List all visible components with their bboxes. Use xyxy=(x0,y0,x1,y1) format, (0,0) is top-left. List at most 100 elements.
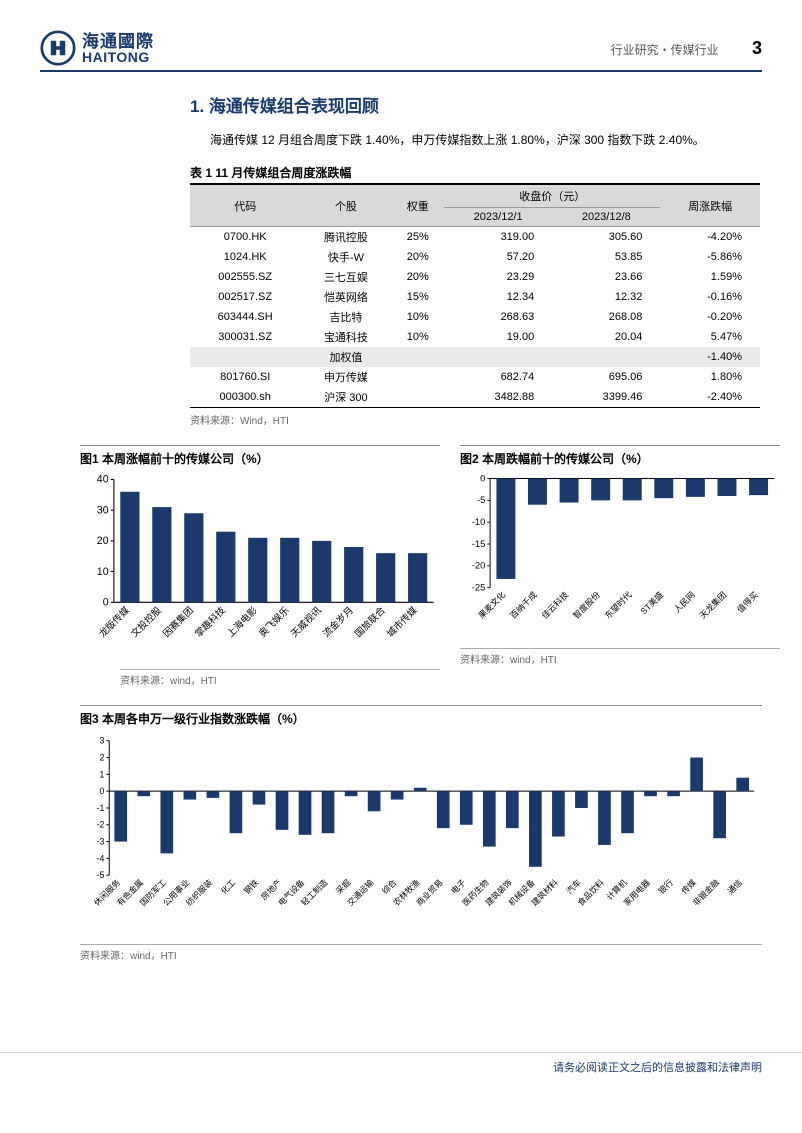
cell: 20% xyxy=(391,267,444,287)
cell: -0.20% xyxy=(660,307,760,327)
svg-text:-10: -10 xyxy=(472,516,486,527)
footer-disclaimer: 请务必阅读正文之后的信息披露和法律声明 xyxy=(0,1052,802,1091)
page-header: 海通國際 HAITONG 行业研究・传媒行业 3 xyxy=(40,30,762,72)
svg-text:传媒: 传媒 xyxy=(679,877,698,896)
chart3-svg: -5-4-3-2-10123休闲服务有色金属国防军工公用事业纺织服装化工钢铁房地… xyxy=(80,731,762,936)
logo-text-cn: 海通國際 xyxy=(82,33,154,50)
cell: 10% xyxy=(391,307,444,327)
table-row: 002555.SZ三七互娱20%23.2923.661.59% xyxy=(190,267,760,287)
svg-text:果麦文化: 果麦文化 xyxy=(476,589,507,620)
logo-text-en: HAITONG xyxy=(82,50,154,64)
cell: 23.66 xyxy=(552,267,660,287)
svg-text:轻工制造: 轻工制造 xyxy=(299,877,330,908)
cell: 1024.HK xyxy=(190,247,300,267)
cell: 319.00 xyxy=(444,227,552,248)
cell: 19.00 xyxy=(444,327,552,347)
svg-text:东望时代: 东望时代 xyxy=(603,589,634,620)
svg-text:0: 0 xyxy=(480,473,485,484)
svg-text:30: 30 xyxy=(97,505,109,517)
chart2-title: 图2 本周跌幅前十的传媒公司（%） xyxy=(460,445,780,467)
cell: 12.32 xyxy=(552,287,660,307)
cell: 腾讯控股 xyxy=(300,227,391,248)
cell: 5.47% xyxy=(660,327,760,347)
svg-text:掌趣科技: 掌趣科技 xyxy=(193,604,229,640)
svg-text:电子: 电子 xyxy=(449,877,468,896)
svg-text:佳云科技: 佳云科技 xyxy=(539,589,570,620)
svg-text:2: 2 xyxy=(99,752,104,762)
svg-text:-25: -25 xyxy=(472,582,486,593)
th-d2: 2023/12/8 xyxy=(552,208,660,227)
svg-text:银行: 银行 xyxy=(656,877,675,896)
th-code: 代码 xyxy=(190,184,300,227)
cell: 15% xyxy=(391,287,444,307)
svg-text:0: 0 xyxy=(103,597,109,609)
table-title: 表 1 11 月传媒组合周度涨跌幅 xyxy=(190,164,762,181)
haitong-logo-icon xyxy=(40,30,76,66)
cell: -0.16% xyxy=(660,287,760,307)
svg-text:人民网: 人民网 xyxy=(672,590,697,615)
table-source: 资料来源：Wind，HTI xyxy=(190,412,762,427)
table-row: 300031.SZ宝通科技10%19.0020.045.47% xyxy=(190,327,760,347)
cell: 603444.SH xyxy=(190,307,300,327)
svg-text:天威视讯: 天威视讯 xyxy=(288,604,324,640)
cell: 快手-W xyxy=(300,247,391,267)
cell: 恺英网络 xyxy=(300,287,391,307)
svg-text:上海电影: 上海电影 xyxy=(224,604,260,640)
cell: 12.34 xyxy=(444,287,552,307)
svg-text:钢铁: 钢铁 xyxy=(242,877,261,896)
chart1-svg: 010203040龙版传媒文投控股因赛集团掌趣科技上海电影奥飞娱乐天威视讯流金岁… xyxy=(80,471,440,662)
svg-text:0: 0 xyxy=(99,786,104,796)
svg-text:-4: -4 xyxy=(97,853,105,863)
th-price: 收盘价（元） xyxy=(444,184,660,208)
chart2-svg: -25-20-15-10-50果麦文化百纳千成佳云科技智度股份东望时代ST美盛人… xyxy=(460,471,780,640)
cell: 10% xyxy=(391,327,444,347)
index-row: 801760.SI申万传媒682.74695.061.80% xyxy=(190,367,760,387)
svg-text:-20: -20 xyxy=(472,560,486,571)
header-right: 行业研究・传媒行业 3 xyxy=(611,38,762,59)
svg-text:文投控股: 文投控股 xyxy=(129,604,165,640)
table-row: 0700.HK腾讯控股25%319.00305.60-4.20% xyxy=(190,227,760,248)
svg-text:值得买: 值得买 xyxy=(735,590,760,615)
svg-text:-3: -3 xyxy=(97,836,105,846)
cell: 53.85 xyxy=(552,247,660,267)
svg-text:因赛集团: 因赛集团 xyxy=(161,605,196,640)
cell: 23.29 xyxy=(444,267,552,287)
svg-text:汽车: 汽车 xyxy=(564,877,583,896)
cell: 305.60 xyxy=(552,227,660,248)
cell: 25% xyxy=(391,227,444,248)
cell: 268.08 xyxy=(552,307,660,327)
cell: -5.86% xyxy=(660,247,760,267)
cell: -4.20% xyxy=(660,227,760,248)
index-row: 000300.sh沪深 3003482.883399.46-2.40% xyxy=(190,387,760,408)
cell: 268.63 xyxy=(444,307,552,327)
svg-text:综合: 综合 xyxy=(380,877,399,896)
table-row: 002517.SZ恺英网络15%12.3412.32-0.16% xyxy=(190,287,760,307)
cell: 吉比特 xyxy=(300,307,391,327)
svg-text:-15: -15 xyxy=(472,538,486,549)
svg-text:-5: -5 xyxy=(97,870,105,880)
svg-text:1: 1 xyxy=(99,769,104,779)
svg-text:通信: 通信 xyxy=(725,877,744,896)
th-d1: 2023/12/1 xyxy=(444,208,552,227)
cell: 三七互娱 xyxy=(300,267,391,287)
chart1-source: 资料来源：wind，HTI xyxy=(120,669,440,687)
th-chg: 周涨跌幅 xyxy=(660,184,760,227)
section-title: 1. 海通传媒组合表现回顾 xyxy=(190,92,762,117)
logo: 海通國際 HAITONG xyxy=(40,30,154,66)
cell: 1.59% xyxy=(660,267,760,287)
chart2-source: 资料来源：wind，HTI xyxy=(460,648,780,666)
chart1-title: 图1 本周涨幅前十的传媒公司（%） xyxy=(80,445,440,467)
cell: 0700.HK xyxy=(190,227,300,248)
weighted-row: 加权值-1.40% xyxy=(190,347,760,367)
svg-text:城市传媒: 城市传媒 xyxy=(384,604,420,640)
svg-text:智度股份: 智度股份 xyxy=(571,589,602,620)
table-row: 603444.SH吉比特10%268.63268.08-0.20% xyxy=(190,307,760,327)
cell: 002555.SZ xyxy=(190,267,300,287)
svg-text:流金岁月: 流金岁月 xyxy=(320,605,355,640)
cell: 20.04 xyxy=(552,327,660,347)
svg-text:天龙集团: 天龙集团 xyxy=(697,590,728,621)
cell: 20% xyxy=(391,247,444,267)
page-number: 3 xyxy=(752,38,762,58)
cell: 002517.SZ xyxy=(190,287,300,307)
svg-text:20: 20 xyxy=(97,535,109,547)
